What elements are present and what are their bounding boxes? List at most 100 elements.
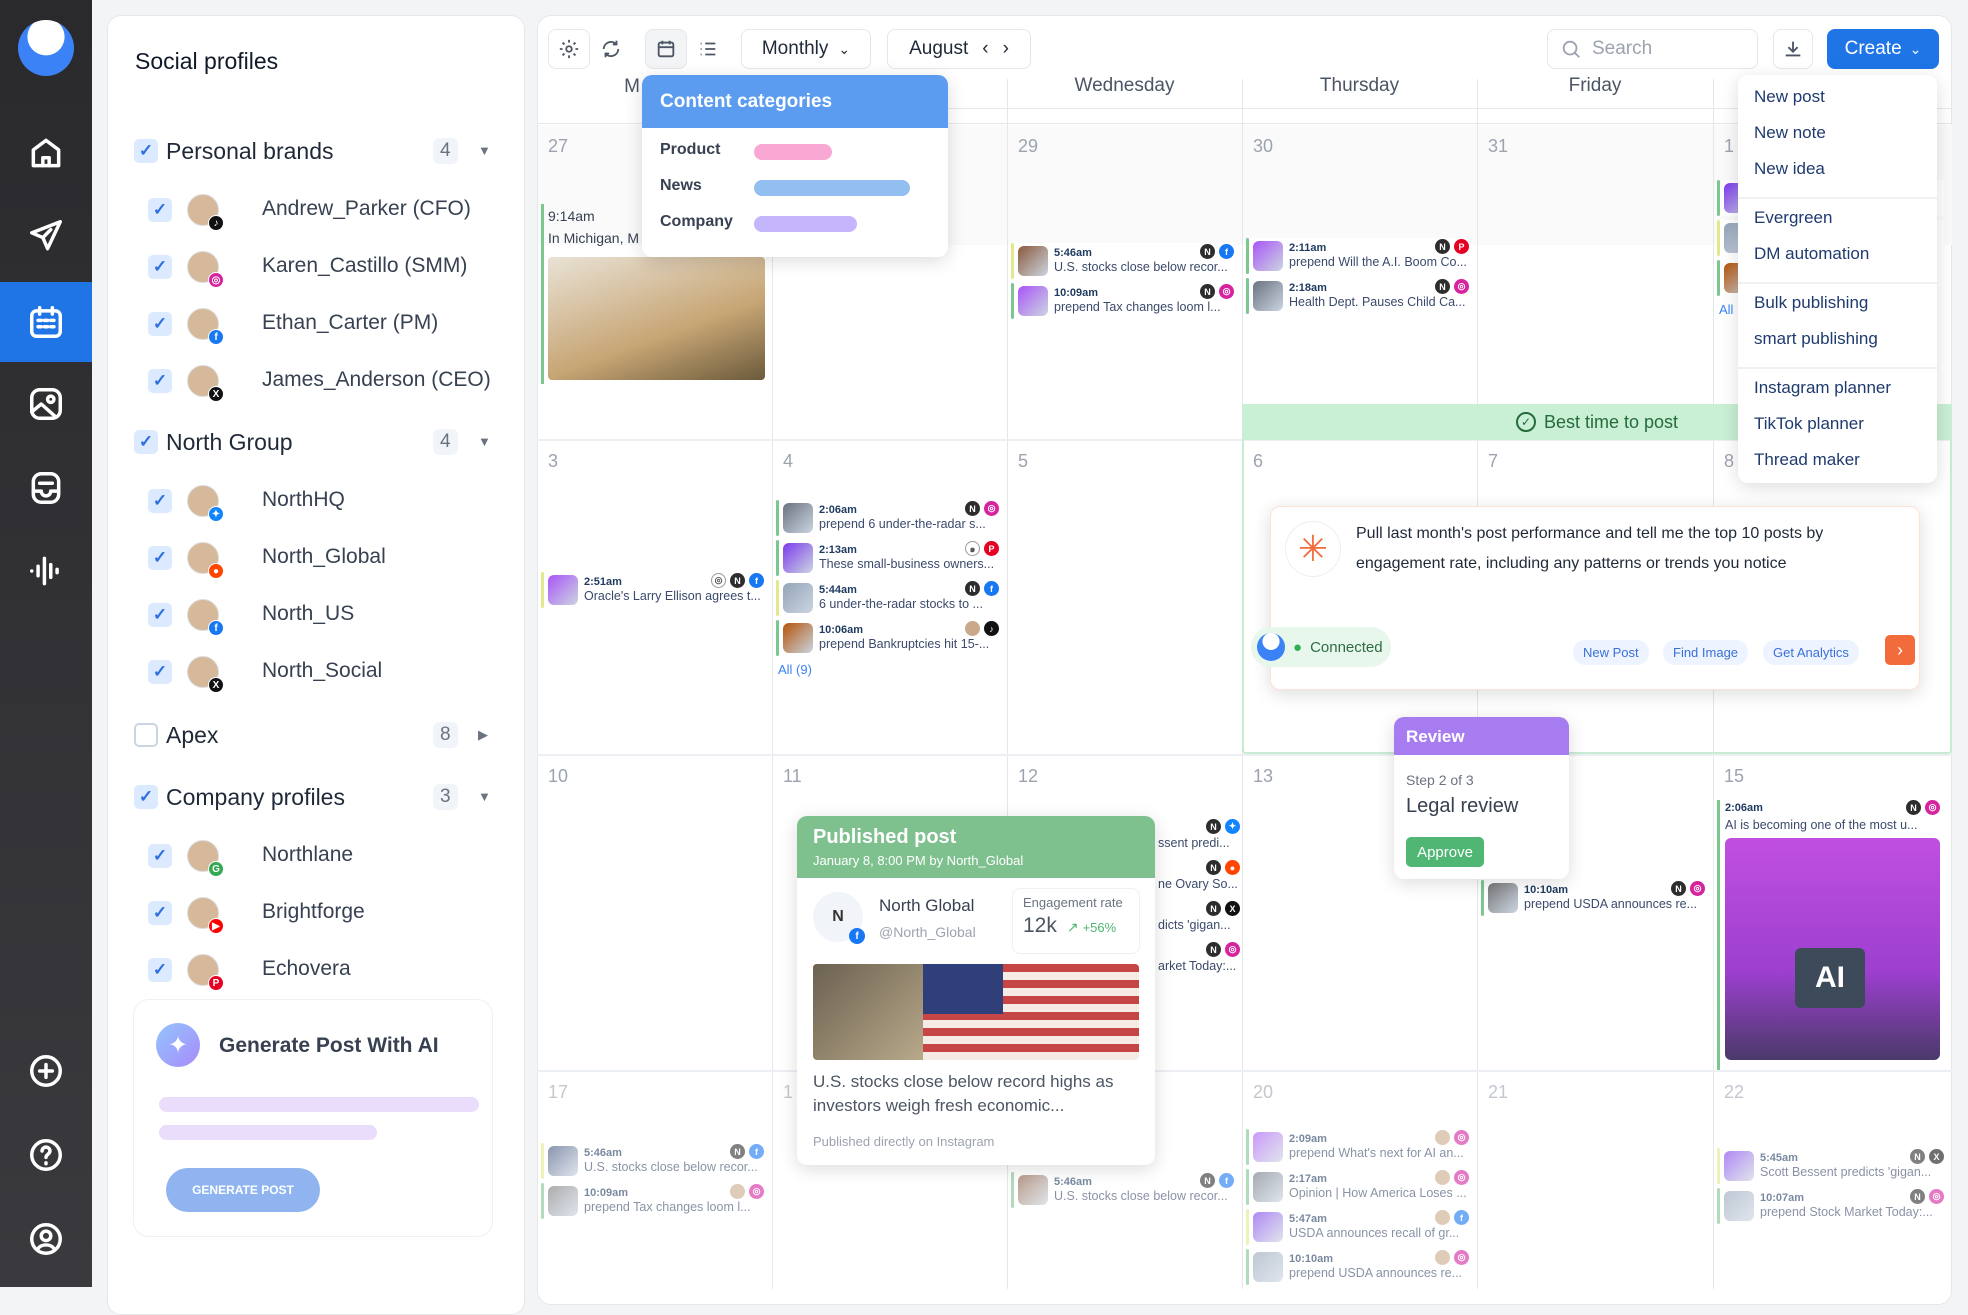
profile-name[interactable]: Andrew_Parker (CFO) [262, 197, 471, 220]
group-checkbox[interactable]: ✓ [134, 430, 158, 454]
nav-analytics[interactable] [0, 531, 92, 611]
nav-profile[interactable] [0, 1199, 92, 1279]
all-posts-link[interactable]: All [1719, 302, 1734, 317]
profile-name[interactable]: North_Social [262, 659, 383, 682]
menu-item[interactable]: DM automation [1754, 244, 1870, 263]
profile-name[interactable]: Brightforge [262, 900, 365, 923]
post-item[interactable]: 10:10am prepend USDA announces re... N ◎ [1481, 880, 1705, 916]
app-logo[interactable] [18, 20, 74, 76]
group-checkbox[interactable] [134, 723, 158, 747]
post-item[interactable]: 2:17am Opinion | How America Loses ... ◎ [1246, 1169, 1469, 1205]
view-dropdown[interactable]: Monthly ⌄ [741, 29, 871, 69]
nav-calendar[interactable] [0, 282, 92, 362]
menu-item[interactable]: New note [1754, 123, 1826, 142]
post-text: Oracle's Larry Ellison agrees t... [584, 589, 761, 603]
menu-item[interactable]: Thread maker [1754, 450, 1860, 469]
group-checkbox[interactable]: ✓ [134, 139, 158, 163]
menu-item[interactable]: New idea [1754, 159, 1825, 178]
generate-post-button[interactable]: GENERATE POST [166, 1168, 320, 1212]
nav-media[interactable] [0, 364, 92, 444]
profile-name[interactable]: Northlane [262, 843, 354, 866]
profile-checkbox[interactable]: ✓ [148, 603, 172, 627]
post-item[interactable]: ssent predi... N ✦ [1158, 818, 1240, 854]
account-icon: N [1910, 1189, 1925, 1204]
caret-right-icon[interactable]: ▶ [478, 727, 488, 742]
caret-down-icon[interactable]: ▼ [478, 434, 491, 449]
menu-item[interactable]: New post [1754, 87, 1825, 106]
chevron-left-icon[interactable]: ‹ [982, 38, 989, 59]
profile-checkbox[interactable]: ✓ [148, 546, 172, 570]
profile-checkbox[interactable]: ✓ [148, 660, 172, 684]
calendar-view-button[interactable] [645, 29, 687, 69]
profile-name[interactable]: NorthHQ [262, 488, 345, 511]
download-button[interactable] [1773, 29, 1813, 69]
refresh-button[interactable] [590, 29, 632, 69]
post-item[interactable]: 10:10am prepend USDA announces re... ◎ [1246, 1249, 1469, 1285]
post-item[interactable]: 5:47am USDA announces recall of gr... f [1246, 1209, 1469, 1245]
create-button[interactable]: Create ⌄ [1827, 29, 1939, 69]
post-item[interactable]: arket Today:... N ◎ [1158, 941, 1240, 977]
group-checkbox[interactable]: ✓ [134, 785, 158, 809]
profile-name[interactable]: Karen_Castillo (SMM) [262, 254, 468, 277]
profile-name[interactable]: North_US [262, 602, 355, 625]
profile-checkbox[interactable]: ✓ [148, 844, 172, 868]
nav-publish[interactable] [0, 196, 92, 276]
menu-item[interactable]: TikTok planner [1754, 414, 1864, 433]
caret-down-icon[interactable]: ▼ [478, 789, 491, 804]
post-item[interactable]: 5:45am Scott Bessent predicts 'gigan... N X [1717, 1148, 1944, 1184]
nav-help[interactable] [0, 1115, 92, 1195]
category-color-bar[interactable] [754, 144, 832, 160]
post-item[interactable]: 10:09am prepend Tax changes loom l... N ◎ [1011, 283, 1234, 319]
nav-add[interactable] [0, 1031, 92, 1111]
post-item[interactable]: dicts 'gigan... N X [1158, 900, 1240, 936]
settings-button[interactable] [548, 29, 590, 69]
calendar-icon [657, 40, 675, 58]
list-view-button[interactable] [687, 29, 729, 69]
search-input[interactable]: Search [1547, 29, 1758, 69]
post-item[interactable]: 2:06am prepend 6 under-the-radar s... N ◎ [776, 500, 999, 536]
profile-checkbox[interactable]: ✓ [148, 489, 172, 513]
nav-inbox[interactable] [0, 448, 92, 528]
profile-checkbox[interactable]: ✓ [148, 255, 172, 279]
post-item[interactable]: 10:07am prepend Stock Market Today:... N ◎ [1717, 1188, 1944, 1224]
get-analytics-chip[interactable]: Get Analytics [1763, 640, 1859, 665]
post-item[interactable]: 10:06am prepend Bankruptcies hit 15-... ♪ [776, 620, 999, 656]
all-posts-link[interactable]: All (9) [778, 662, 812, 677]
nav-home[interactable] [0, 113, 92, 193]
ai-prompt-input[interactable]: Pull last month's post performance and t… [1356, 525, 1824, 572]
post-item[interactable]: ne Ovary So... N ● [1158, 859, 1240, 895]
profile-name[interactable]: Ethan_Carter (PM) [262, 311, 439, 334]
post-item[interactable]: 10:09am prepend Tax changes loom l... ◎ [541, 1183, 764, 1219]
profile-name[interactable]: North_Global [262, 545, 386, 568]
find-image-chip[interactable]: Find Image [1663, 640, 1749, 665]
profile-checkbox[interactable]: ✓ [148, 198, 172, 222]
chevron-right-icon[interactable]: › [1002, 38, 1009, 59]
profile-checkbox[interactable]: ✓ [148, 312, 172, 336]
post-item[interactable]: 2:09am prepend What's next for AI an... ◎ [1246, 1129, 1469, 1165]
send-button[interactable]: › [1885, 635, 1915, 665]
menu-item[interactable]: smart publishing [1754, 329, 1878, 348]
date-number: 20 [1253, 1082, 1274, 1102]
profile-name[interactable]: Echovera [262, 957, 351, 980]
month-picker[interactable]: August ‹ › [887, 29, 1031, 69]
category-color-bar[interactable] [754, 180, 910, 196]
profile-checkbox[interactable]: ✓ [148, 958, 172, 982]
category-color-bar[interactable] [754, 216, 857, 232]
profile-checkbox[interactable]: ✓ [148, 901, 172, 925]
new-post-chip[interactable]: New Post [1573, 640, 1649, 665]
caret-down-icon[interactable]: ▼ [478, 143, 491, 158]
post-item[interactable]: 2:13am These small-business owners... ๑ P [776, 540, 999, 576]
menu-item[interactable]: Bulk publishing [1754, 293, 1869, 312]
menu-item[interactable]: Evergreen [1754, 208, 1833, 227]
post-item[interactable]: 2:18am Health Dept. Pauses Child Ca... N ◎ [1246, 278, 1469, 314]
post-item[interactable]: 2:51am Oracle's Larry Ellison agrees t...… [541, 572, 764, 608]
profile-checkbox[interactable]: ✓ [148, 369, 172, 393]
approve-button[interactable]: Approve [1406, 837, 1484, 867]
post-item[interactable]: 2:11am prepend Will the A.I. Boom Co... N P [1246, 238, 1469, 274]
menu-item[interactable]: Instagram planner [1754, 378, 1892, 397]
profile-name[interactable]: James_Anderson (CEO) [262, 368, 491, 391]
